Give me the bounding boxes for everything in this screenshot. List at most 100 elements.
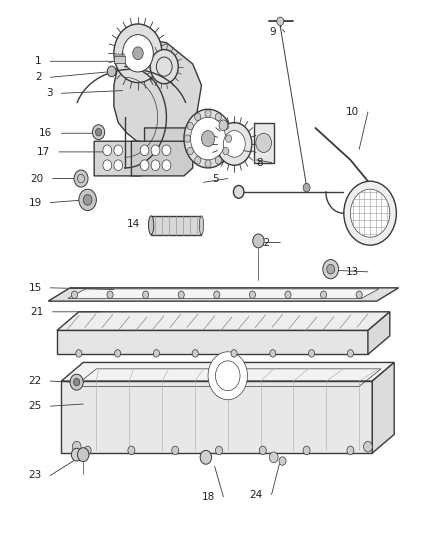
Circle shape <box>151 160 160 171</box>
Circle shape <box>133 47 143 60</box>
Circle shape <box>303 446 310 455</box>
Circle shape <box>153 350 159 357</box>
Circle shape <box>194 113 201 120</box>
Circle shape <box>71 448 82 461</box>
Text: 15: 15 <box>28 283 42 293</box>
Circle shape <box>308 350 314 357</box>
Circle shape <box>115 350 121 357</box>
Circle shape <box>192 350 198 357</box>
Circle shape <box>107 291 113 298</box>
Polygon shape <box>57 312 390 330</box>
Polygon shape <box>368 312 390 354</box>
Circle shape <box>103 160 112 171</box>
Text: 2: 2 <box>35 72 42 82</box>
Circle shape <box>249 291 255 298</box>
Text: 8: 8 <box>256 158 263 167</box>
Text: 12: 12 <box>258 238 272 247</box>
Polygon shape <box>145 128 201 160</box>
Circle shape <box>172 446 179 455</box>
Circle shape <box>215 113 221 120</box>
Text: 14: 14 <box>127 219 140 229</box>
Circle shape <box>162 160 171 171</box>
Text: 18: 18 <box>201 492 215 502</box>
Circle shape <box>151 145 160 156</box>
Circle shape <box>150 50 178 84</box>
Circle shape <box>223 123 229 130</box>
Text: 6: 6 <box>195 142 201 151</box>
Circle shape <box>103 145 112 156</box>
Circle shape <box>205 160 211 167</box>
Circle shape <box>323 260 339 279</box>
Circle shape <box>200 450 212 464</box>
Circle shape <box>253 234 264 248</box>
Circle shape <box>74 378 80 386</box>
Text: 3: 3 <box>46 88 53 98</box>
Polygon shape <box>61 381 372 453</box>
Ellipse shape <box>148 216 154 235</box>
Circle shape <box>223 131 245 157</box>
Circle shape <box>277 17 284 26</box>
Circle shape <box>95 128 102 136</box>
Circle shape <box>72 441 81 452</box>
Polygon shape <box>131 141 193 176</box>
Circle shape <box>321 291 327 298</box>
Circle shape <box>178 291 184 298</box>
Circle shape <box>71 291 78 298</box>
Circle shape <box>344 181 396 245</box>
Text: 22: 22 <box>28 376 42 386</box>
Circle shape <box>76 350 82 357</box>
Circle shape <box>219 120 228 131</box>
Circle shape <box>347 350 353 357</box>
Circle shape <box>303 183 310 192</box>
Text: 16: 16 <box>39 128 53 138</box>
Polygon shape <box>372 362 394 453</box>
Circle shape <box>194 157 201 164</box>
Circle shape <box>279 457 286 465</box>
Circle shape <box>201 131 215 147</box>
Text: 24: 24 <box>250 490 263 499</box>
Text: 25: 25 <box>28 401 42 411</box>
Polygon shape <box>61 362 394 381</box>
Circle shape <box>364 441 372 452</box>
Circle shape <box>350 189 390 237</box>
Circle shape <box>140 160 149 171</box>
Circle shape <box>215 157 221 164</box>
Circle shape <box>208 352 247 400</box>
Bar <box>114 56 125 63</box>
Circle shape <box>184 135 191 142</box>
Circle shape <box>114 145 123 156</box>
Circle shape <box>162 145 171 156</box>
Circle shape <box>187 123 193 130</box>
Circle shape <box>114 24 162 83</box>
Circle shape <box>269 452 278 463</box>
Circle shape <box>140 145 149 156</box>
Circle shape <box>191 117 226 160</box>
Polygon shape <box>48 288 399 301</box>
Circle shape <box>356 291 362 298</box>
Circle shape <box>327 264 335 274</box>
Circle shape <box>226 135 232 142</box>
Text: 9: 9 <box>269 27 276 37</box>
Polygon shape <box>254 123 274 163</box>
Circle shape <box>259 446 266 455</box>
Circle shape <box>215 446 223 455</box>
Circle shape <box>187 147 193 155</box>
Text: 23: 23 <box>28 471 42 480</box>
Circle shape <box>107 66 116 77</box>
Text: 21: 21 <box>31 307 44 317</box>
Circle shape <box>256 133 272 152</box>
Circle shape <box>74 170 88 187</box>
Circle shape <box>231 350 237 357</box>
Polygon shape <box>68 289 379 298</box>
Circle shape <box>214 291 220 298</box>
Text: 13: 13 <box>346 267 359 277</box>
Text: 17: 17 <box>37 147 50 157</box>
Text: 11: 11 <box>364 200 377 210</box>
Circle shape <box>114 160 123 171</box>
Ellipse shape <box>199 216 204 235</box>
Circle shape <box>184 109 232 168</box>
Circle shape <box>205 110 211 117</box>
Circle shape <box>128 446 135 455</box>
Circle shape <box>217 123 252 165</box>
Polygon shape <box>57 330 368 354</box>
